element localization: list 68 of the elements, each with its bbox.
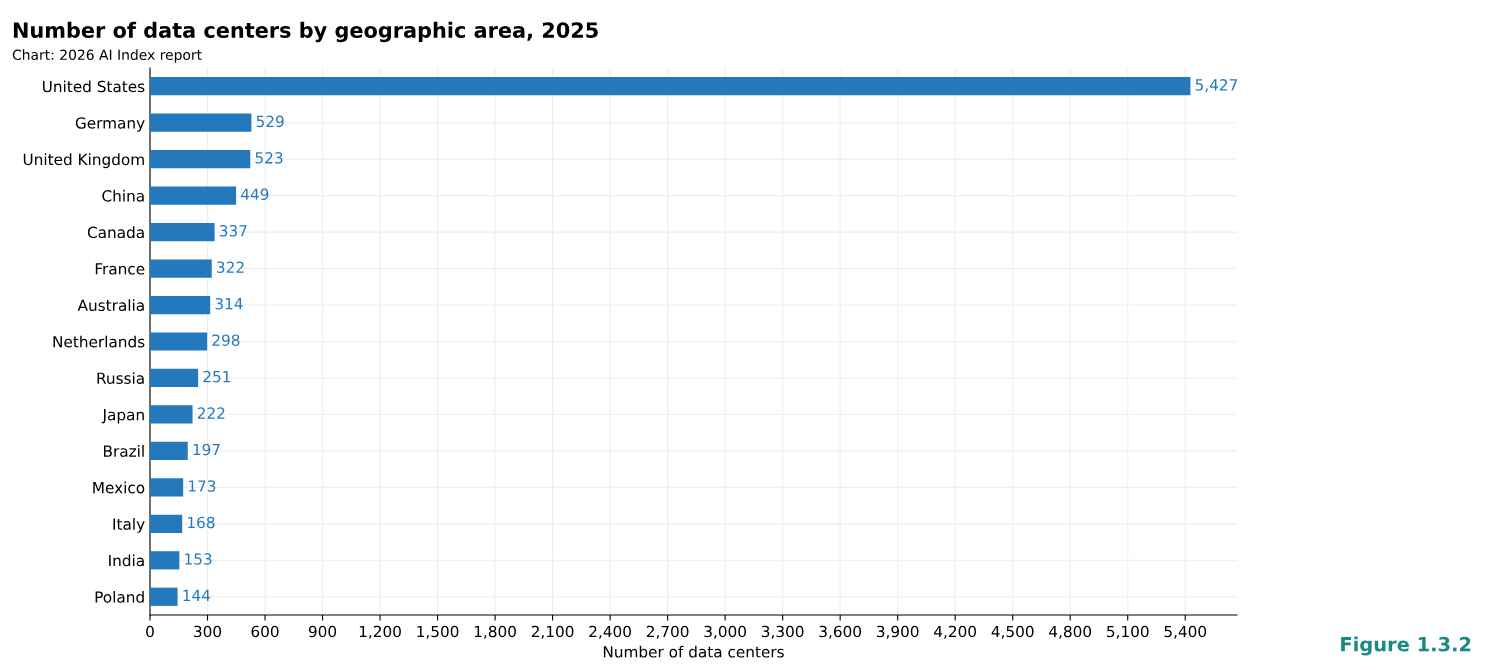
y-tick-label: Australia bbox=[77, 299, 144, 312]
chart-subtitle: Chart: 2026 AI Index report bbox=[12, 49, 202, 63]
x-tick-label: 4,200 bbox=[934, 625, 977, 639]
x-tick-label: 5,100 bbox=[1107, 625, 1149, 639]
x-tick-label: 2,400 bbox=[589, 625, 631, 639]
data-label: 251 bbox=[203, 370, 231, 383]
caption: Figure 1.3.2 bbox=[1341, 636, 1471, 656]
data-label: 322 bbox=[217, 261, 244, 273]
bar bbox=[150, 150, 251, 169]
y-tick-label: Netherlands bbox=[53, 335, 145, 348]
x-tick-label: 1,200 bbox=[359, 625, 401, 639]
data-label: 523 bbox=[255, 152, 283, 164]
y-tick-label: Germany bbox=[75, 117, 145, 132]
bar bbox=[150, 478, 184, 497]
data-label: 173 bbox=[189, 480, 216, 492]
y-tick-label: Italy bbox=[113, 518, 145, 533]
data-label: 298 bbox=[212, 334, 240, 346]
x-tick-label: 900 bbox=[308, 625, 337, 638]
x-tick-label: 4,800 bbox=[1049, 625, 1092, 639]
x-tick-label: 2,700 bbox=[646, 625, 689, 639]
y-tick-label: Russia bbox=[97, 372, 144, 384]
y-tick-label: United States bbox=[43, 80, 145, 93]
chart-title: Number of data centers by geographic area, 2025 bbox=[13, 21, 598, 43]
x-tick-label: 300 bbox=[194, 625, 222, 638]
data-label: 153 bbox=[185, 553, 212, 565]
x-tick-label: 2,100 bbox=[531, 625, 574, 639]
y-tick-label: Canada bbox=[87, 226, 144, 239]
bar bbox=[150, 551, 180, 570]
y-tick-label: Poland bbox=[95, 590, 144, 603]
y-tick-label: Japan bbox=[101, 409, 144, 424]
data-label: 222 bbox=[197, 407, 225, 419]
y-tick-label: China bbox=[102, 189, 144, 202]
bar bbox=[150, 441, 188, 461]
data-label: 197 bbox=[193, 443, 220, 456]
y-tick-label: India bbox=[109, 554, 144, 567]
y-tick-label: France bbox=[95, 263, 145, 275]
bar bbox=[150, 259, 212, 278]
x-tick-label: 3,300 bbox=[761, 625, 804, 639]
data-label: 314 bbox=[215, 297, 243, 310]
bar bbox=[150, 222, 215, 242]
data-label: 529 bbox=[256, 115, 284, 128]
bar bbox=[150, 113, 252, 132]
x-tick-label: 1,500 bbox=[417, 625, 459, 639]
data-label: 144 bbox=[183, 589, 211, 601]
data-label: 168 bbox=[188, 516, 215, 529]
y-tick-label: Brazil bbox=[104, 445, 144, 457]
x-tick-label: 3,600 bbox=[819, 625, 862, 639]
y-tick-label: United Kingdom bbox=[23, 153, 144, 169]
x-tick-label: 1,800 bbox=[474, 625, 516, 639]
x-tick-label: 4,500 bbox=[991, 625, 1034, 639]
bar bbox=[150, 186, 237, 205]
data-label: 449 bbox=[240, 188, 269, 201]
x-tick-label: 5,400 bbox=[1164, 625, 1207, 639]
bar bbox=[150, 295, 211, 315]
x-tick-label: 3,000 bbox=[704, 625, 746, 639]
x-tick-label: 0 bbox=[146, 625, 154, 638]
bar bbox=[150, 514, 183, 533]
bar bbox=[150, 77, 1191, 96]
bar bbox=[150, 405, 193, 424]
x-tick-label: 3,900 bbox=[876, 625, 919, 639]
y-tick-label: Mexico bbox=[93, 481, 145, 494]
bar bbox=[150, 332, 208, 351]
x-axis-title: Number of data centers bbox=[603, 645, 784, 658]
data-label: 337 bbox=[219, 224, 247, 237]
data-label: 5,427 bbox=[1195, 79, 1238, 93]
x-tick-label: 600 bbox=[251, 625, 279, 638]
bar bbox=[150, 368, 199, 388]
bar bbox=[150, 587, 178, 606]
